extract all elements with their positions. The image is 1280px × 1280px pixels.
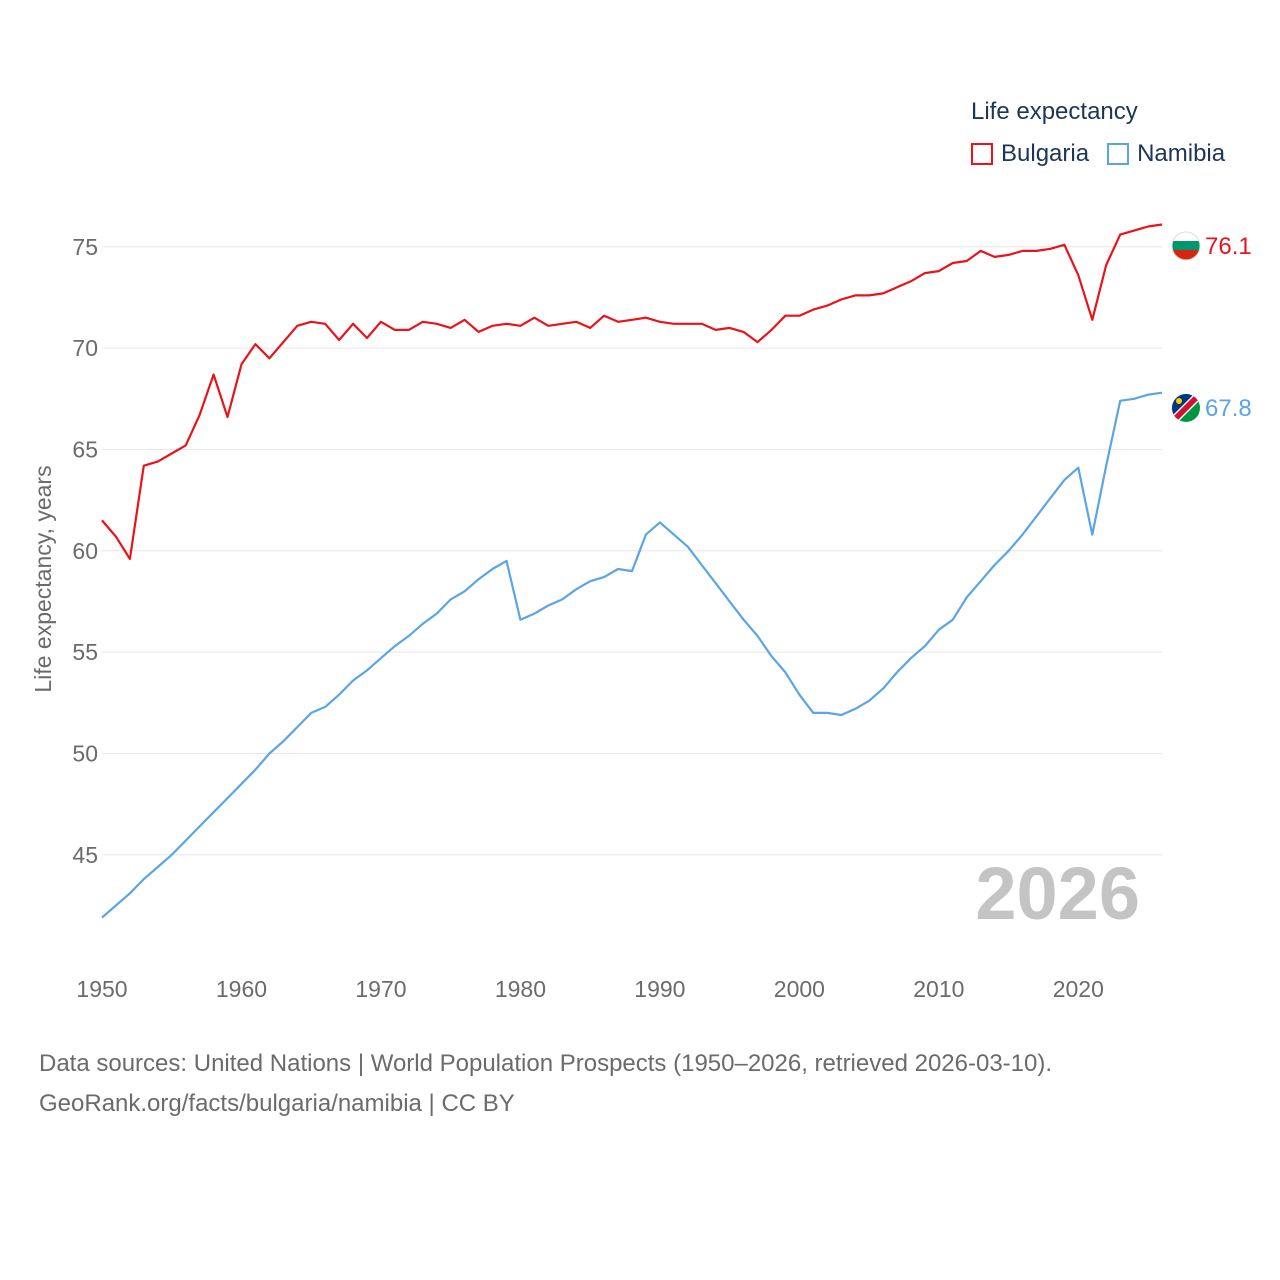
legend-swatch-bulgaria bbox=[971, 143, 993, 165]
x-tick-label: 2000 bbox=[774, 976, 825, 1002]
series-line-namibia[interactable] bbox=[101, 391, 1163, 919]
x-tick-label: 1980 bbox=[495, 976, 546, 1002]
year-watermark: 2026 bbox=[975, 852, 1140, 935]
legend-title: Life expectancy bbox=[971, 98, 1138, 125]
bulgaria-end-label: 76.1 bbox=[1205, 233, 1252, 260]
footer: Data sources: United Nations | World Pop… bbox=[39, 1044, 1052, 1124]
legend: Life expectancy Bulgaria Namibia bbox=[971, 98, 1243, 168]
legend-item-namibia[interactable]: Namibia bbox=[1107, 140, 1225, 168]
y-axis-label: Life expectancy, years bbox=[30, 465, 56, 692]
x-tick-label: 2010 bbox=[913, 976, 964, 1002]
y-tick-label: 60 bbox=[72, 538, 98, 564]
namibia-end-label: 67.8 bbox=[1205, 395, 1252, 422]
legend-item-bulgaria[interactable]: Bulgaria bbox=[971, 140, 1089, 168]
legend-swatch-namibia bbox=[1107, 143, 1130, 165]
series-line-bulgaria[interactable] bbox=[101, 223, 1163, 561]
y-tick-label: 65 bbox=[72, 436, 98, 462]
x-tick-label: 1990 bbox=[634, 976, 685, 1002]
legend-label-bulgaria: Bulgaria bbox=[1001, 140, 1090, 167]
y-tick-label: 55 bbox=[72, 639, 98, 665]
bulgaria-flag-icon bbox=[1171, 231, 1201, 261]
y-tick-label: 75 bbox=[72, 234, 98, 260]
legend-label-namibia: Namibia bbox=[1137, 140, 1226, 167]
x-tick-label: 1960 bbox=[216, 976, 267, 1002]
namibia-flag-icon bbox=[1172, 394, 1200, 422]
x-tick-label: 2020 bbox=[1053, 976, 1104, 1002]
x-tick-label: 1970 bbox=[355, 976, 406, 1002]
y-tick-label: 70 bbox=[72, 335, 98, 361]
data-sources: Data sources: United Nations | World Pop… bbox=[39, 1050, 1053, 1077]
y-tick-label: 50 bbox=[72, 740, 98, 766]
y-tick-label: 45 bbox=[72, 842, 98, 868]
attribution-link[interactable]: GeoRank.org/facts/bulgaria/namibia | CC … bbox=[39, 1090, 515, 1117]
x-tick-label: 1950 bbox=[76, 976, 127, 1002]
